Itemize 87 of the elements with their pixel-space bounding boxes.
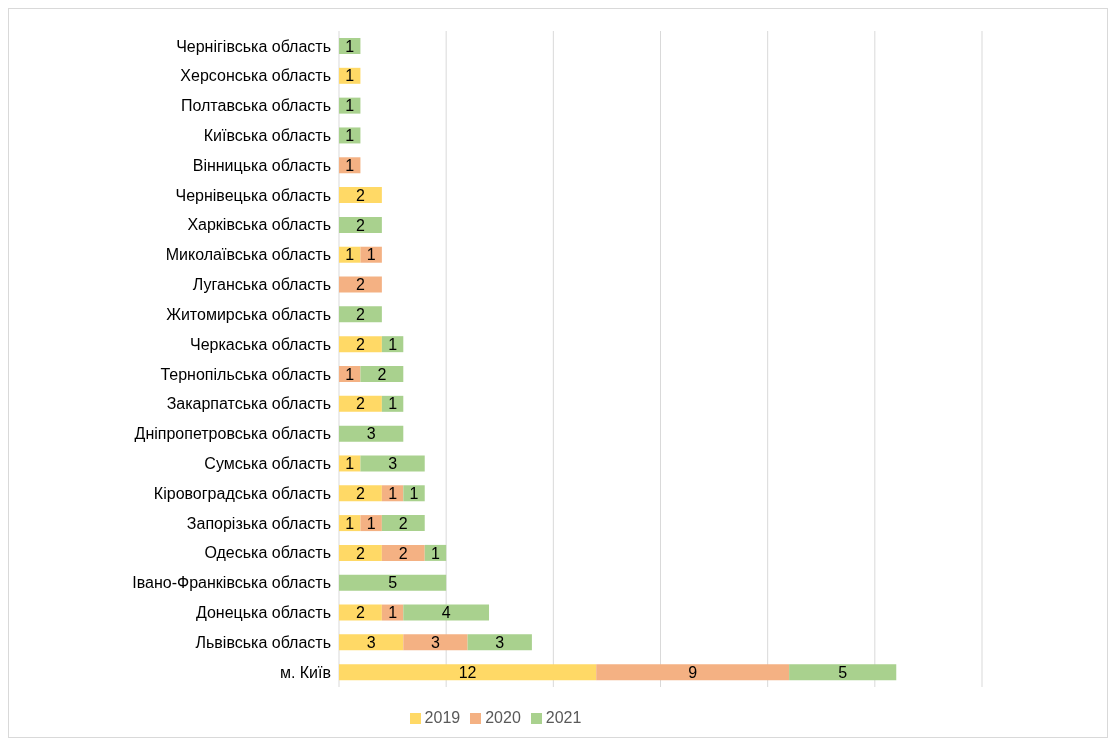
data-label: 1 [388, 604, 398, 622]
y-tick-label: Закарпатська область [166, 395, 331, 413]
bar [381, 544, 425, 561]
data-label: 1 [345, 246, 355, 264]
data-label: 2 [377, 365, 387, 383]
data-label: 1 [345, 455, 355, 473]
y-tick-label: Івано-Франківська область [132, 574, 331, 592]
data-label: 1 [388, 395, 398, 413]
data-label: 2 [355, 395, 365, 413]
data-label: 2 [355, 276, 365, 294]
data-label: 1 [366, 514, 376, 532]
bar [339, 425, 404, 442]
y-tick-label: Луганська область [192, 276, 331, 294]
bar [339, 664, 597, 681]
data-label: 1 [388, 484, 398, 502]
y-tick-label: Вінницька область [192, 156, 331, 174]
data-label: 5 [838, 663, 848, 681]
y-tick-label: Черкаська область [190, 335, 331, 353]
bar [381, 515, 425, 532]
bar [339, 574, 447, 591]
bar [339, 604, 382, 621]
y-tick-label: Чернігівська область [176, 37, 331, 55]
y-tick-label: Сумська область [204, 455, 331, 473]
data-label: 1 [345, 365, 355, 383]
data-label: 1 [366, 246, 376, 264]
bar [403, 604, 490, 621]
legend-label: 2020 [485, 709, 521, 726]
y-tick-label: Запорізька область [186, 514, 331, 532]
data-label: 1 [345, 156, 355, 174]
bar [403, 485, 425, 502]
bar [789, 664, 897, 681]
data-label: 3 [495, 634, 505, 652]
bar [467, 634, 532, 651]
y-tick-label: Чернівецька область [175, 186, 331, 204]
data-label: 1 [345, 514, 355, 532]
y-tick-label: м. Київ [279, 663, 331, 681]
data-label: 2 [355, 216, 365, 234]
bar [339, 544, 382, 561]
data-label: 3 [366, 425, 376, 443]
data-label: 2 [355, 544, 365, 562]
y-tick-label: Київська область [203, 127, 331, 145]
data-label: 5 [388, 574, 398, 592]
data-label: 1 [345, 97, 355, 115]
data-label: 1 [409, 484, 419, 502]
y-tick-label: Кіровоградська область [153, 484, 331, 502]
data-label: 2 [355, 604, 365, 622]
data-label: 12 [458, 663, 477, 681]
data-label: 2 [355, 186, 365, 204]
bar [339, 395, 382, 412]
bar [339, 634, 404, 651]
data-label: 2 [398, 514, 408, 532]
data-label: 2 [398, 544, 408, 562]
data-label: 1 [345, 127, 355, 145]
y-tick-label: Херсонська область [180, 67, 331, 85]
bar [596, 664, 790, 681]
y-tick-label: Харківська область [187, 216, 331, 234]
data-label: 2 [355, 484, 365, 502]
bar [403, 634, 468, 651]
bar [339, 216, 382, 233]
y-tick-label: Львівська область [195, 633, 331, 651]
data-label: 1 [345, 37, 355, 55]
data-label: 3 [388, 455, 398, 473]
bar [339, 187, 382, 204]
y-tick-label: Одеська область [204, 544, 331, 562]
data-label: 9 [688, 663, 698, 681]
bar [339, 276, 382, 293]
legend-label: 2019 [424, 709, 461, 726]
bar [360, 455, 425, 472]
data-label: 4 [441, 604, 451, 622]
y-tick-label: Донецька область [195, 604, 331, 622]
bar [339, 485, 382, 502]
data-label: 3 [366, 634, 376, 652]
y-tick-label: Житомирська область [166, 305, 331, 323]
data-label: 1 [345, 67, 355, 85]
bar [339, 336, 382, 353]
bar [339, 306, 382, 323]
bar [360, 366, 404, 382]
y-tick-label: Дніпропетровська область [134, 425, 331, 443]
legend-label: 2021 [545, 709, 582, 726]
y-tick-label: Тернопільська область [160, 365, 331, 383]
data-label: 1 [388, 335, 398, 353]
data-label: 1 [431, 544, 440, 562]
y-tick-label: Миколаївська область [165, 246, 331, 264]
y-tick-label: Полтавська область [180, 97, 331, 115]
data-label: 3 [431, 634, 440, 652]
data-label: 2 [355, 335, 365, 353]
data-label: 2 [355, 306, 365, 324]
